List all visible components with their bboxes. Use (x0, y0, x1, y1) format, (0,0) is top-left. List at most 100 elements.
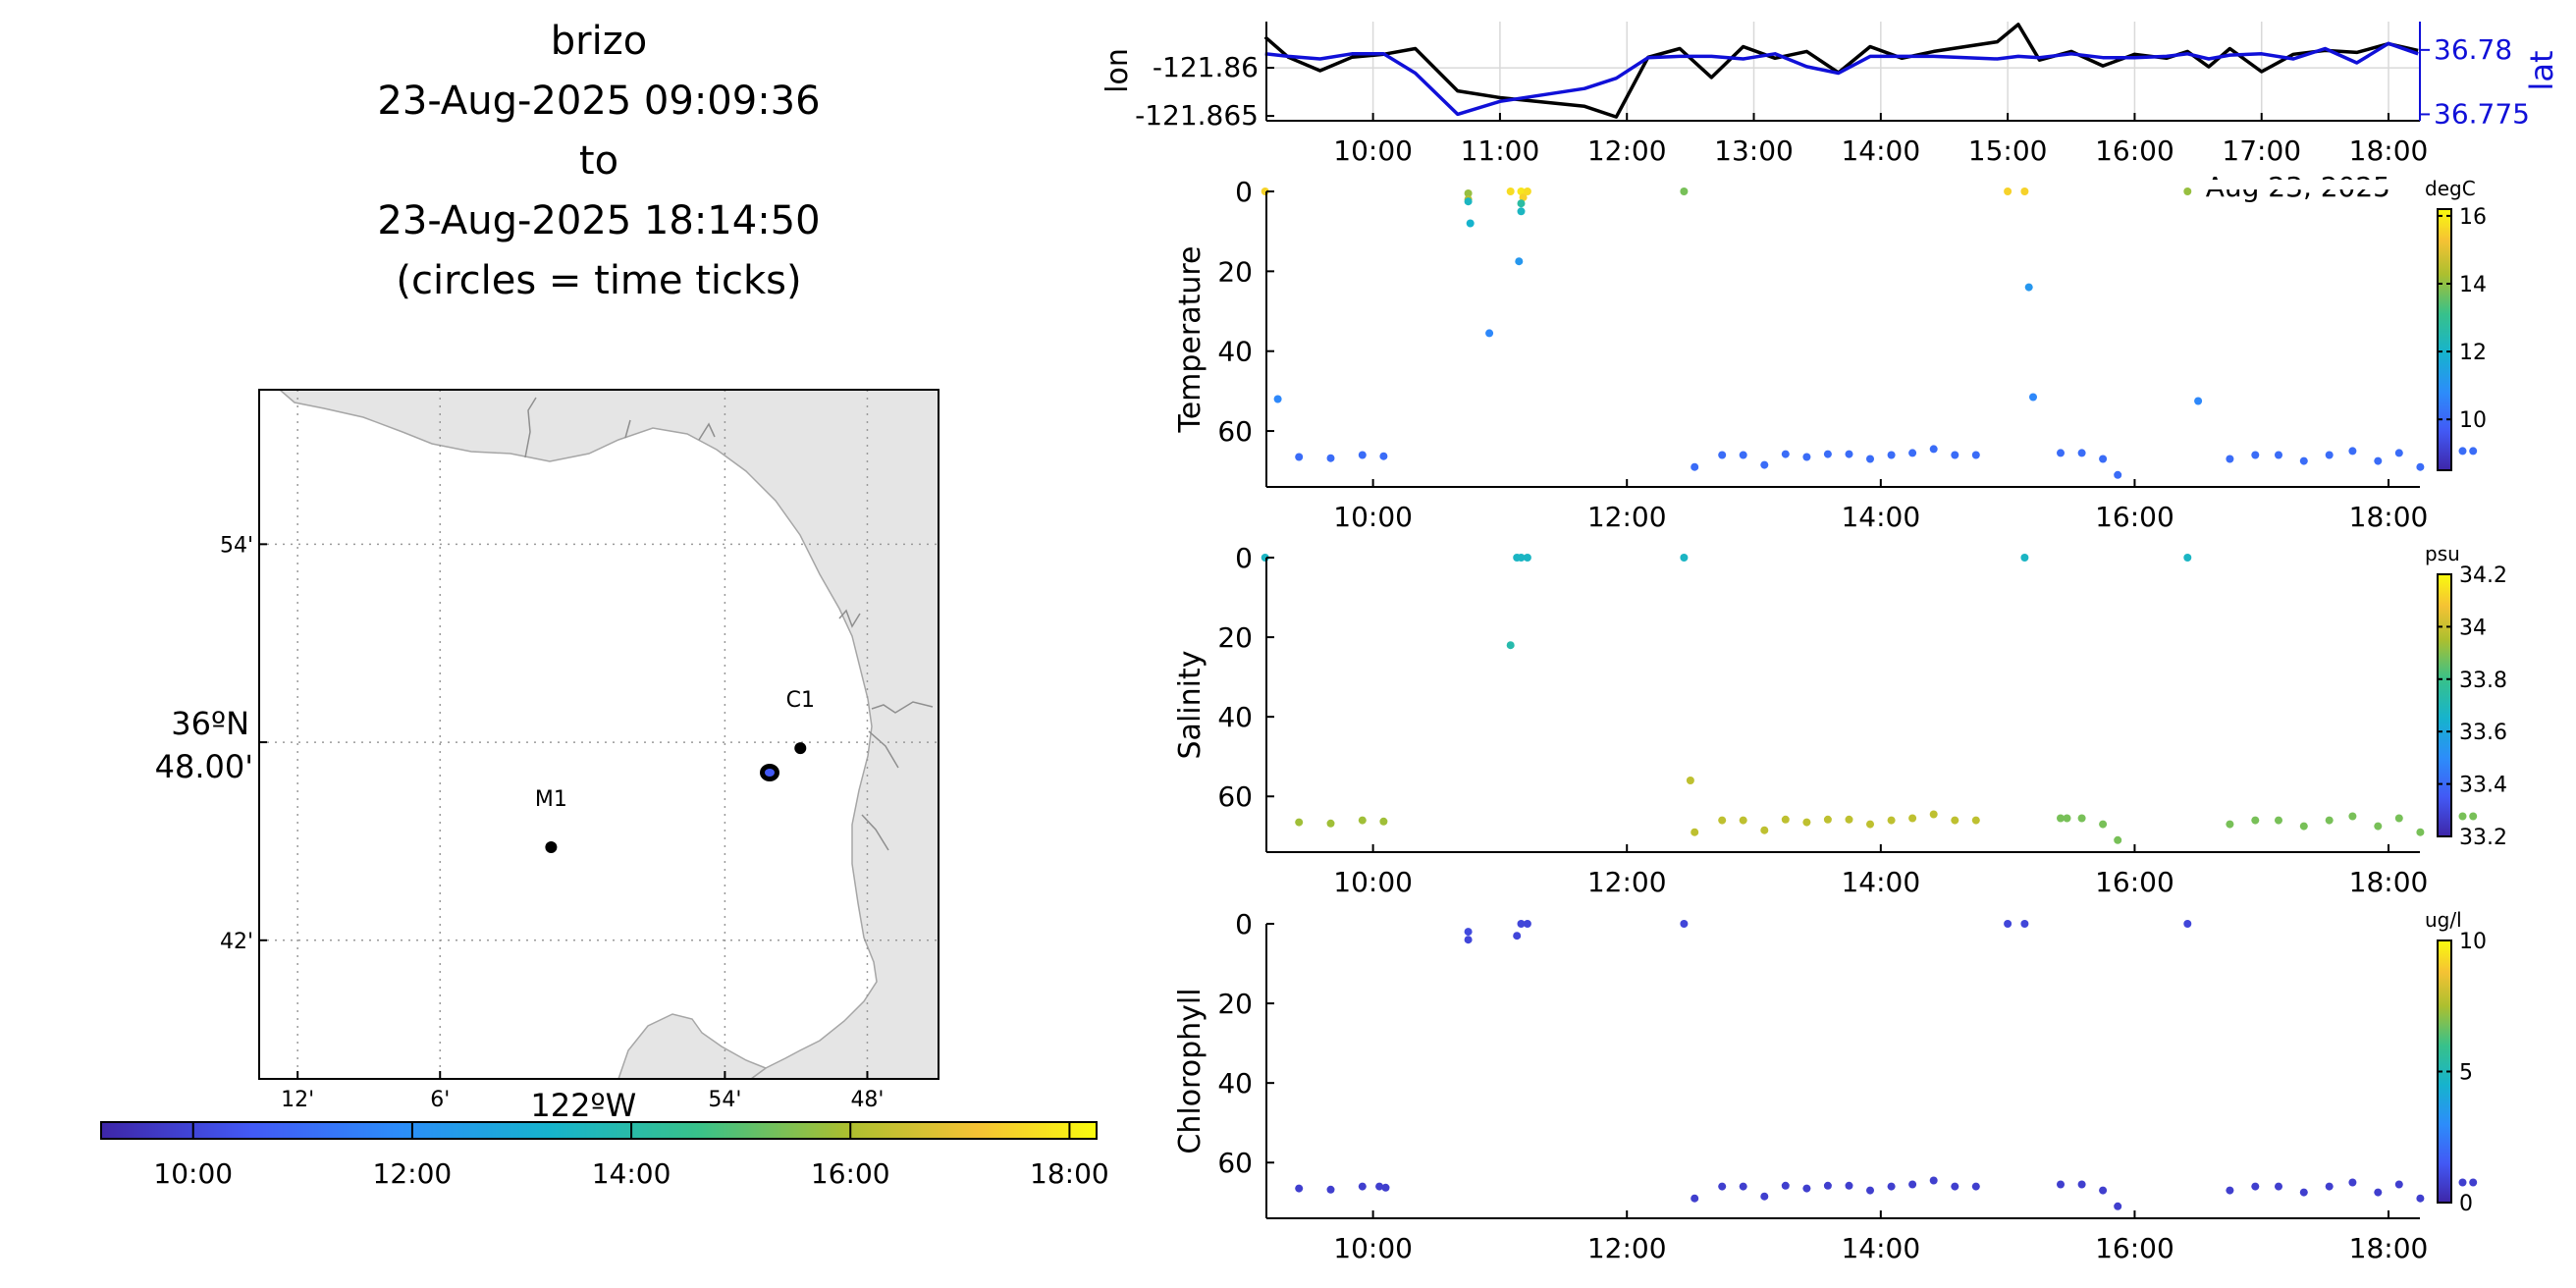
data-point (1802, 453, 1811, 461)
value-colorbar-unit: ug/l (2425, 908, 2462, 932)
data-point (2099, 820, 2108, 829)
data-point (1971, 451, 1980, 459)
data-point (1690, 1194, 1699, 1203)
map-tick-labels: 54' 48.00' 42' 36ºN 12' 6' 54' 48' 122ºW (155, 533, 885, 1124)
data-point (2458, 1178, 2467, 1187)
data-point (1718, 1182, 1727, 1191)
data-point (1523, 188, 1531, 195)
data-point (1971, 816, 1980, 825)
value-colorbar-tick-label: 16 (2459, 205, 2487, 230)
panel-top-strip (1264, 180, 2422, 189)
depth-x-tick-label: 18:00 (2349, 866, 2429, 898)
title-line-vehicle: brizo (550, 19, 648, 64)
data-point (2020, 920, 2029, 928)
map-lon-label: 48' (850, 1088, 884, 1112)
data-point (1464, 197, 1473, 206)
map-gridlines (259, 390, 939, 1079)
map-lat-label: 54' (220, 533, 253, 558)
data-point (1523, 920, 1531, 928)
position-x-tick-label: 15:00 (1968, 134, 2048, 167)
data-point (2394, 814, 2403, 823)
data-point (2325, 1182, 2334, 1191)
position-x-tick-label: 12:00 (1587, 134, 1667, 167)
value-colorbar (2437, 208, 2452, 471)
data-point (2114, 835, 2122, 844)
map-lon-degree-label: 122ºW (530, 1087, 636, 1124)
data-point (1802, 818, 1811, 827)
river-lines (524, 397, 934, 851)
data-point (2114, 470, 2122, 479)
data-point (2469, 1178, 2478, 1187)
data-point (1739, 816, 1747, 825)
depth-y-tick-label: 0 (1235, 542, 1253, 574)
data-point (2416, 828, 2425, 836)
station-marker (545, 840, 558, 853)
data-point (2275, 816, 2282, 825)
depth-x-tick-label: 18:00 (2349, 501, 2429, 533)
data-point (1951, 1182, 1959, 1191)
data-point (2348, 1178, 2357, 1187)
data-point (1513, 932, 1522, 940)
station-label: M1 (535, 787, 567, 812)
data-point (1929, 810, 1938, 819)
data-point (1326, 1185, 1335, 1194)
data-point (1971, 1182, 1980, 1191)
data-point (1845, 815, 1853, 824)
data-point (1866, 1186, 1874, 1195)
data-point (2275, 451, 2282, 459)
position-right-axis-label: lat (2523, 50, 2560, 90)
data-point (1690, 462, 1699, 471)
data-point (1887, 816, 1896, 825)
data-point (1739, 451, 1747, 459)
depth-y-axis-label: Temperature (1173, 245, 1208, 433)
map-panel: 54' 48.00' 42' 36ºN 12' 6' 54' 48' 122ºW M1 C1 (155, 389, 939, 1124)
map-lat-label: 42' (220, 930, 253, 954)
map-lon-label: 54' (708, 1088, 741, 1112)
depth-x-tick-label: 16:00 (2095, 1232, 2174, 1264)
data-point (2057, 814, 2065, 823)
data-point (2348, 812, 2357, 821)
data-point (1273, 395, 1282, 403)
position-x-tick-label: 14:00 (1841, 134, 1920, 167)
data-point (2226, 455, 2234, 463)
data-point (1781, 450, 1790, 458)
data-point (1781, 815, 1790, 824)
data-point (2374, 456, 2383, 465)
depth-y-tick-label: 20 (1217, 988, 1253, 1020)
value-colorbar-tick-label: 33.4 (2459, 774, 2507, 798)
data-point (1680, 554, 1689, 562)
data-point (2299, 822, 2308, 831)
data-point (1845, 1181, 1853, 1190)
data-point (1517, 920, 1526, 928)
data-point (1718, 451, 1727, 459)
position-left-tick-label: -121.86 (1153, 51, 1259, 83)
title-line-end: 23-Aug-2025 18:14:50 (377, 198, 821, 243)
data-point (2394, 1180, 2403, 1189)
data-point (1506, 188, 1515, 195)
position-x-tick-label: 11:00 (1461, 134, 1540, 167)
data-point (2374, 822, 2383, 831)
value-colorbar-tick-label: 5 (2459, 1061, 2473, 1086)
data-point (1887, 1182, 1896, 1191)
data-point (1823, 815, 1832, 824)
data-point (2183, 188, 2192, 195)
data-point (1760, 1192, 1769, 1201)
title-line-to: to (578, 138, 619, 184)
data-point (1908, 814, 1917, 823)
depth-y-tick-label: 20 (1217, 621, 1253, 654)
data-point (1506, 641, 1515, 650)
data-point (2020, 188, 2029, 195)
data-point (2057, 1180, 2065, 1189)
data-point (2077, 814, 2086, 823)
value-colorbar-tick-label: 34 (2459, 616, 2487, 640)
data-point (1295, 453, 1304, 461)
data-point (1379, 452, 1388, 460)
data-point (1802, 1184, 1811, 1193)
data-point (1760, 826, 1769, 834)
data-point (1781, 1181, 1790, 1190)
station-label: C1 (786, 688, 815, 713)
data-point (1887, 451, 1896, 459)
data-point (1739, 1182, 1747, 1191)
data-point (1517, 207, 1526, 216)
